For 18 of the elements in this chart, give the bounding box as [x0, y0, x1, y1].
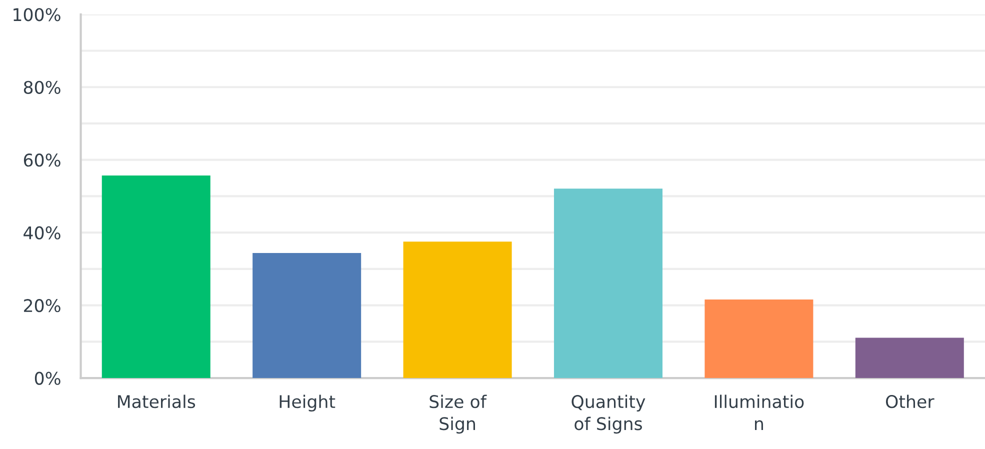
y-tick-label: 80%: [24, 80, 60, 94]
bar: [102, 175, 210, 378]
x-tick-label: Size of Sign: [430, 394, 487, 434]
y-tick-label: 40%: [24, 226, 60, 240]
y-tick-label: 0%: [34, 372, 60, 385]
y-tick-label: 60%: [24, 154, 60, 167]
bar: [252, 252, 362, 378]
x-tick-label: Other: [886, 394, 934, 408]
y-tick-label: 20%: [24, 299, 60, 312]
bar: [554, 188, 662, 378]
bar: [855, 338, 964, 378]
bar: [704, 300, 814, 378]
y-tick-label: 100%: [14, 8, 60, 22]
x-tick-label: Illuminatio n: [714, 394, 804, 430]
bar: [403, 242, 512, 378]
x-tick-label: Quantity of Signs: [572, 394, 646, 434]
x-tick-label: Height: [280, 394, 336, 412]
x-tick-label: Materials: [118, 394, 196, 408]
